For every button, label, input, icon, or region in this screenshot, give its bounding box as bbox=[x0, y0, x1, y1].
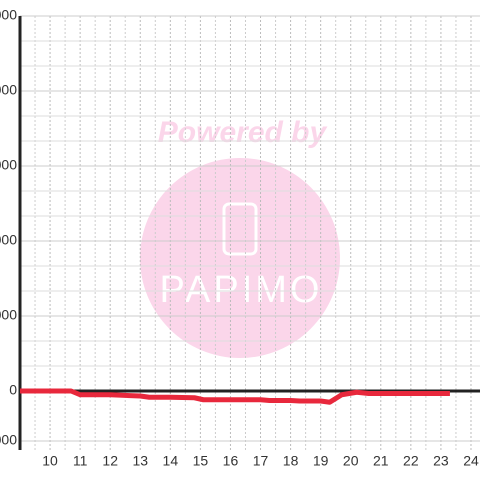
x-tick-label: 18 bbox=[283, 453, 299, 469]
x-tick-label: 14 bbox=[163, 453, 179, 469]
y-tick-label: 60,000 bbox=[0, 232, 17, 248]
y-tick-label: -20,000 bbox=[0, 432, 17, 448]
x-tick-label: 10 bbox=[42, 453, 58, 469]
x-tick-label: 15 bbox=[193, 453, 209, 469]
watermark-logo: PAPiMO bbox=[160, 269, 323, 311]
x-tick-label: 24 bbox=[463, 453, 479, 469]
y-tick-label: 0 bbox=[9, 382, 17, 398]
data-line bbox=[20, 388, 450, 405]
x-tick-label: 16 bbox=[223, 453, 239, 469]
x-tick-label: 22 bbox=[403, 453, 419, 469]
y-tick-label: 150,000 bbox=[0, 7, 17, 23]
y-tick-label: 90,000 bbox=[0, 157, 17, 173]
x-tick-label: 17 bbox=[253, 453, 269, 469]
x-tick-label: 20 bbox=[343, 453, 359, 469]
x-tick-label: 13 bbox=[132, 453, 148, 469]
watermark-text: Powered by bbox=[158, 116, 328, 149]
x-tick-label: 23 bbox=[433, 453, 449, 469]
x-tick-label: 11 bbox=[73, 453, 88, 469]
x-tick-label: 12 bbox=[102, 453, 118, 469]
watermark-circle bbox=[140, 158, 340, 358]
y-tick-label: 30,000 bbox=[0, 307, 17, 323]
x-tick-label: 21 bbox=[373, 453, 389, 469]
x-tick-label: 19 bbox=[313, 453, 329, 469]
watermark-phone bbox=[222, 202, 258, 256]
y-tick-label: 120,000 bbox=[0, 82, 17, 98]
